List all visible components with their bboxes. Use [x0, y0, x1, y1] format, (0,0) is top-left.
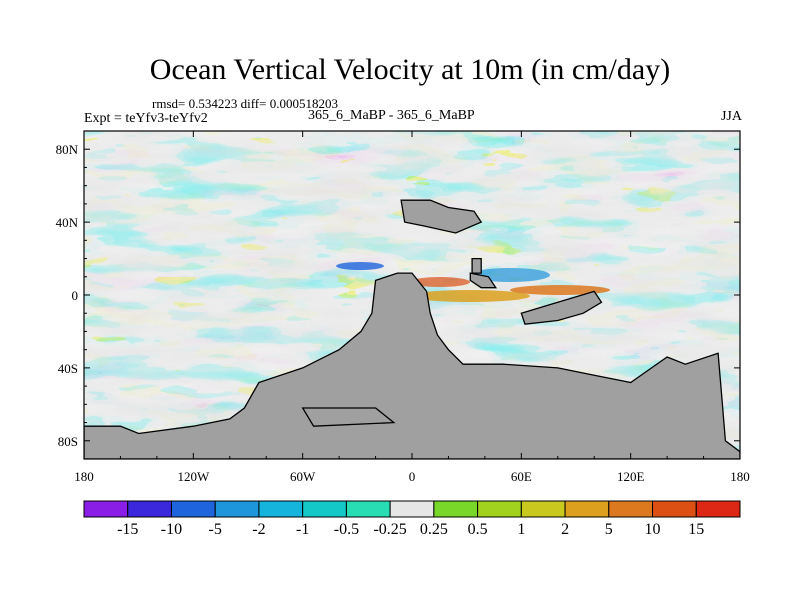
- chart-title: Ocean Vertical Velocity at 10m (in cm/da…: [149, 53, 671, 86]
- x-tick-label: 0: [409, 469, 416, 484]
- x-tick-label: 60E: [511, 469, 532, 484]
- colorbar-label: -0.25: [373, 521, 406, 538]
- y-axis: 80N 40N 0 40S 80S: [56, 142, 740, 449]
- land-antarctica-pangea-south: [84, 272, 740, 459]
- colorbar-label: 15: [688, 521, 704, 538]
- y-tick-label: 40S: [58, 361, 78, 376]
- colorbar-label: -10: [161, 521, 182, 538]
- x-tick-label: 180: [730, 469, 750, 484]
- colorbar-swatch: [127, 500, 172, 518]
- colorbar-swatch: [302, 500, 347, 518]
- colorbar-swatch: [608, 500, 654, 518]
- x-tick-label: 180: [74, 469, 94, 484]
- land-island-b: [471, 257, 482, 274]
- colorbar-swatch: [433, 500, 479, 518]
- colorbar-label: -1: [296, 521, 309, 538]
- experiment-label: Expt = teYfv3-teYfv2: [84, 111, 208, 126]
- colorbar: -15 -10 -5 -2 -1 -0.5 -0.25 0.25 0.5 1 2 5 10 15: [83, 500, 741, 538]
- colorbar-swatch: [345, 500, 391, 518]
- season-label: JJA: [720, 109, 742, 124]
- y-tick-label: 80S: [58, 434, 78, 449]
- colorbar-swatch: [258, 500, 304, 518]
- x-tick-label: 60W: [290, 469, 316, 484]
- colorbar-label: 0.5: [468, 521, 488, 538]
- x-tick-label: 120W: [177, 469, 210, 484]
- land-island-a: [469, 272, 498, 289]
- colorbar-label: -5: [209, 521, 222, 538]
- colorbar-label: 0.25: [420, 521, 448, 538]
- colorbar-label: 5: [605, 521, 613, 538]
- colorbar-swatch: [170, 500, 216, 518]
- colorbar-label: -2: [252, 521, 265, 538]
- x-axis: 180 120W 60W 0 60E 120E 180: [74, 131, 750, 484]
- continents: [84, 199, 740, 459]
- case-label: 365_6_MaBP - 365_6_MaBP: [308, 108, 475, 123]
- land-north-block: [400, 199, 483, 234]
- colorbar-swatch: [564, 500, 610, 518]
- land-south-wedge: [301, 407, 396, 427]
- colorbar-swatch: [695, 500, 741, 518]
- colorbar-swatch: [520, 500, 566, 518]
- y-tick-label: 40N: [56, 215, 79, 230]
- plot-area: [84, 131, 740, 459]
- x-tick-label: 120E: [617, 469, 645, 484]
- colorbar-label: 10: [645, 521, 661, 538]
- land-east-arm: [520, 290, 603, 325]
- colorbar-swatch: [83, 500, 129, 518]
- colorbar-swatch: [389, 500, 435, 518]
- colorbar-label: 2: [561, 521, 569, 538]
- colorbar-label: 1: [517, 521, 525, 538]
- colorbar-swatch: [214, 500, 260, 518]
- colorbar-swatch: [652, 500, 697, 518]
- stats-line: rmsd= 0.534223 diff= 0.000518203: [152, 96, 338, 111]
- y-tick-label: 0: [72, 288, 79, 303]
- colorbar-swatch: [477, 500, 522, 518]
- y-tick-label: 80N: [56, 142, 79, 157]
- colorbar-label: -0.5: [334, 521, 359, 538]
- colorbar-label: -15: [117, 521, 138, 538]
